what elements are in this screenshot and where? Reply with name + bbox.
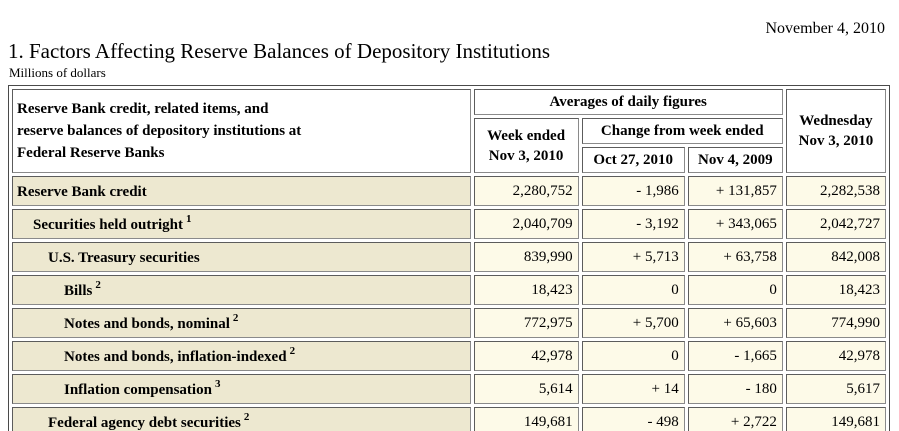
value-change-nov-4: + 131,857 (687, 176, 783, 206)
units-label: Millions of dollars (9, 65, 106, 80)
value-week-ended: 2,280,752 (473, 176, 579, 206)
value-change-nov-4: + 343,065 (687, 209, 783, 239)
footnote-marker: 2 (289, 345, 296, 357)
row-label: Reserve Bank credit (12, 176, 471, 206)
value-wednesday: 18,423 (785, 275, 886, 305)
week-ended-column-header: Week ended Nov 3, 2010 (473, 118, 579, 173)
row-label-text: Reserve Bank credit (17, 184, 147, 200)
table-row-us-treasury-securities: U.S. Treasury securities 839,990 + 5,713… (12, 242, 886, 272)
row-label-text: Inflation compensation (64, 382, 212, 398)
value-change-nov-4: + 65,603 (687, 308, 783, 338)
row-label: U.S. Treasury securities (12, 242, 471, 272)
row-label-text: Federal agency debt securities (48, 415, 241, 431)
value-wednesday: 842,008 (785, 242, 886, 272)
value-week-ended: 772,975 (473, 308, 579, 338)
change-col-nov-4-2009-header: Nov 4, 2009 (687, 147, 783, 173)
value-change-nov-4: + 2,722 (687, 407, 783, 431)
value-wednesday: 774,990 (785, 308, 886, 338)
row-label-text: U.S. Treasury securities (48, 250, 200, 266)
row-label: Inflation compensation 3 (12, 374, 471, 404)
row-label: Securities held outright 1 (12, 209, 471, 239)
footnote-marker: 2 (232, 312, 239, 324)
table-row-securities-held-outright: Securities held outright 1 2,040,709 - 3,… (12, 209, 886, 239)
header-row-1: Reserve Bank credit, related items, and … (12, 89, 886, 173)
value-change-nov-4: - 180 (687, 374, 783, 404)
value-wednesday: 2,282,538 (785, 176, 886, 206)
value-week-ended: 18,423 (473, 275, 579, 305)
value-change-oct-27: + 5,713 (581, 242, 685, 272)
row-label-text: Bills (64, 283, 93, 299)
release-date: November 4, 2010 (765, 20, 885, 37)
value-change-nov-4: + 63,758 (687, 242, 783, 272)
value-wednesday: 5,617 (785, 374, 886, 404)
value-week-ended: 2,040,709 (473, 209, 579, 239)
table-row-inflation-compensation: Inflation compensation 3 5,614 + 14 - 180… (12, 374, 886, 404)
value-change-oct-27: - 3,192 (581, 209, 685, 239)
averages-of-daily-figures-header: Averages of daily figures (473, 89, 783, 115)
value-change-oct-27: + 14 (581, 374, 685, 404)
row-label-text: Notes and bonds, inflation-indexed (64, 349, 287, 365)
value-week-ended: 149,681 (473, 407, 579, 431)
value-week-ended: 5,614 (473, 374, 579, 404)
row-label: Notes and bonds, inflation-indexed 2 (12, 341, 471, 371)
footnote-marker: 3 (214, 378, 221, 390)
factors-table: Reserve Bank credit, related items, and … (8, 85, 890, 431)
value-wednesday: 42,978 (785, 341, 886, 371)
page-title: 1. Factors Affecting Reserve Balances of… (8, 39, 551, 63)
value-wednesday: 149,681 (785, 407, 886, 431)
value-change-oct-27: 0 (581, 341, 685, 371)
value-change-oct-27: - 498 (581, 407, 685, 431)
header-row-2: Week ended Nov 3, 2010 Change from week … (12, 118, 886, 173)
wednesday-column-header: Wednesday Nov 3, 2010 (785, 89, 886, 173)
value-change-nov-4: - 1,665 (687, 341, 783, 371)
table-row-notes-and-bonds-nominal: Notes and bonds, nominal 2 772,975 + 5,70… (12, 308, 886, 338)
table-row-reserve-bank-credit: Reserve Bank credit 2,280,752 - 1,986 + … (12, 176, 886, 206)
row-label: Bills 2 (12, 275, 471, 305)
change-col-oct-27-2010-header: Oct 27, 2010 (581, 147, 685, 173)
value-wednesday: 2,042,727 (785, 209, 886, 239)
stub-header: Reserve Bank credit, related items, and … (12, 89, 471, 173)
footnote-marker: 1 (186, 213, 192, 225)
footnote-marker: 2 (243, 411, 250, 423)
table-row-federal-agency-debt-securities: Federal agency debt securities 2 149,681 … (12, 407, 886, 431)
row-label-text: Securities held outright (33, 217, 183, 233)
value-week-ended: 42,978 (473, 341, 579, 371)
value-change-oct-27: - 1,986 (581, 176, 685, 206)
row-label-text: Notes and bonds, nominal (64, 316, 230, 332)
value-change-oct-27: + 5,700 (581, 308, 685, 338)
table-row-bills: Bills 2 18,423 0 0 18,423 (12, 275, 886, 305)
value-week-ended: 839,990 (473, 242, 579, 272)
header-row-3: Oct 27, 2010 Nov 4, 2009 (12, 147, 886, 173)
row-label: Notes and bonds, nominal 2 (12, 308, 471, 338)
change-from-week-ended-header: Change from week ended (581, 118, 783, 144)
value-change-oct-27: 0 (581, 275, 685, 305)
value-change-nov-4: 0 (687, 275, 783, 305)
footnote-marker: 2 (95, 279, 101, 291)
row-label: Federal agency debt securities 2 (12, 407, 471, 431)
table-row-notes-and-bonds-inflation-indexed: Notes and bonds, inflation-indexed 2 42,9… (12, 341, 886, 371)
